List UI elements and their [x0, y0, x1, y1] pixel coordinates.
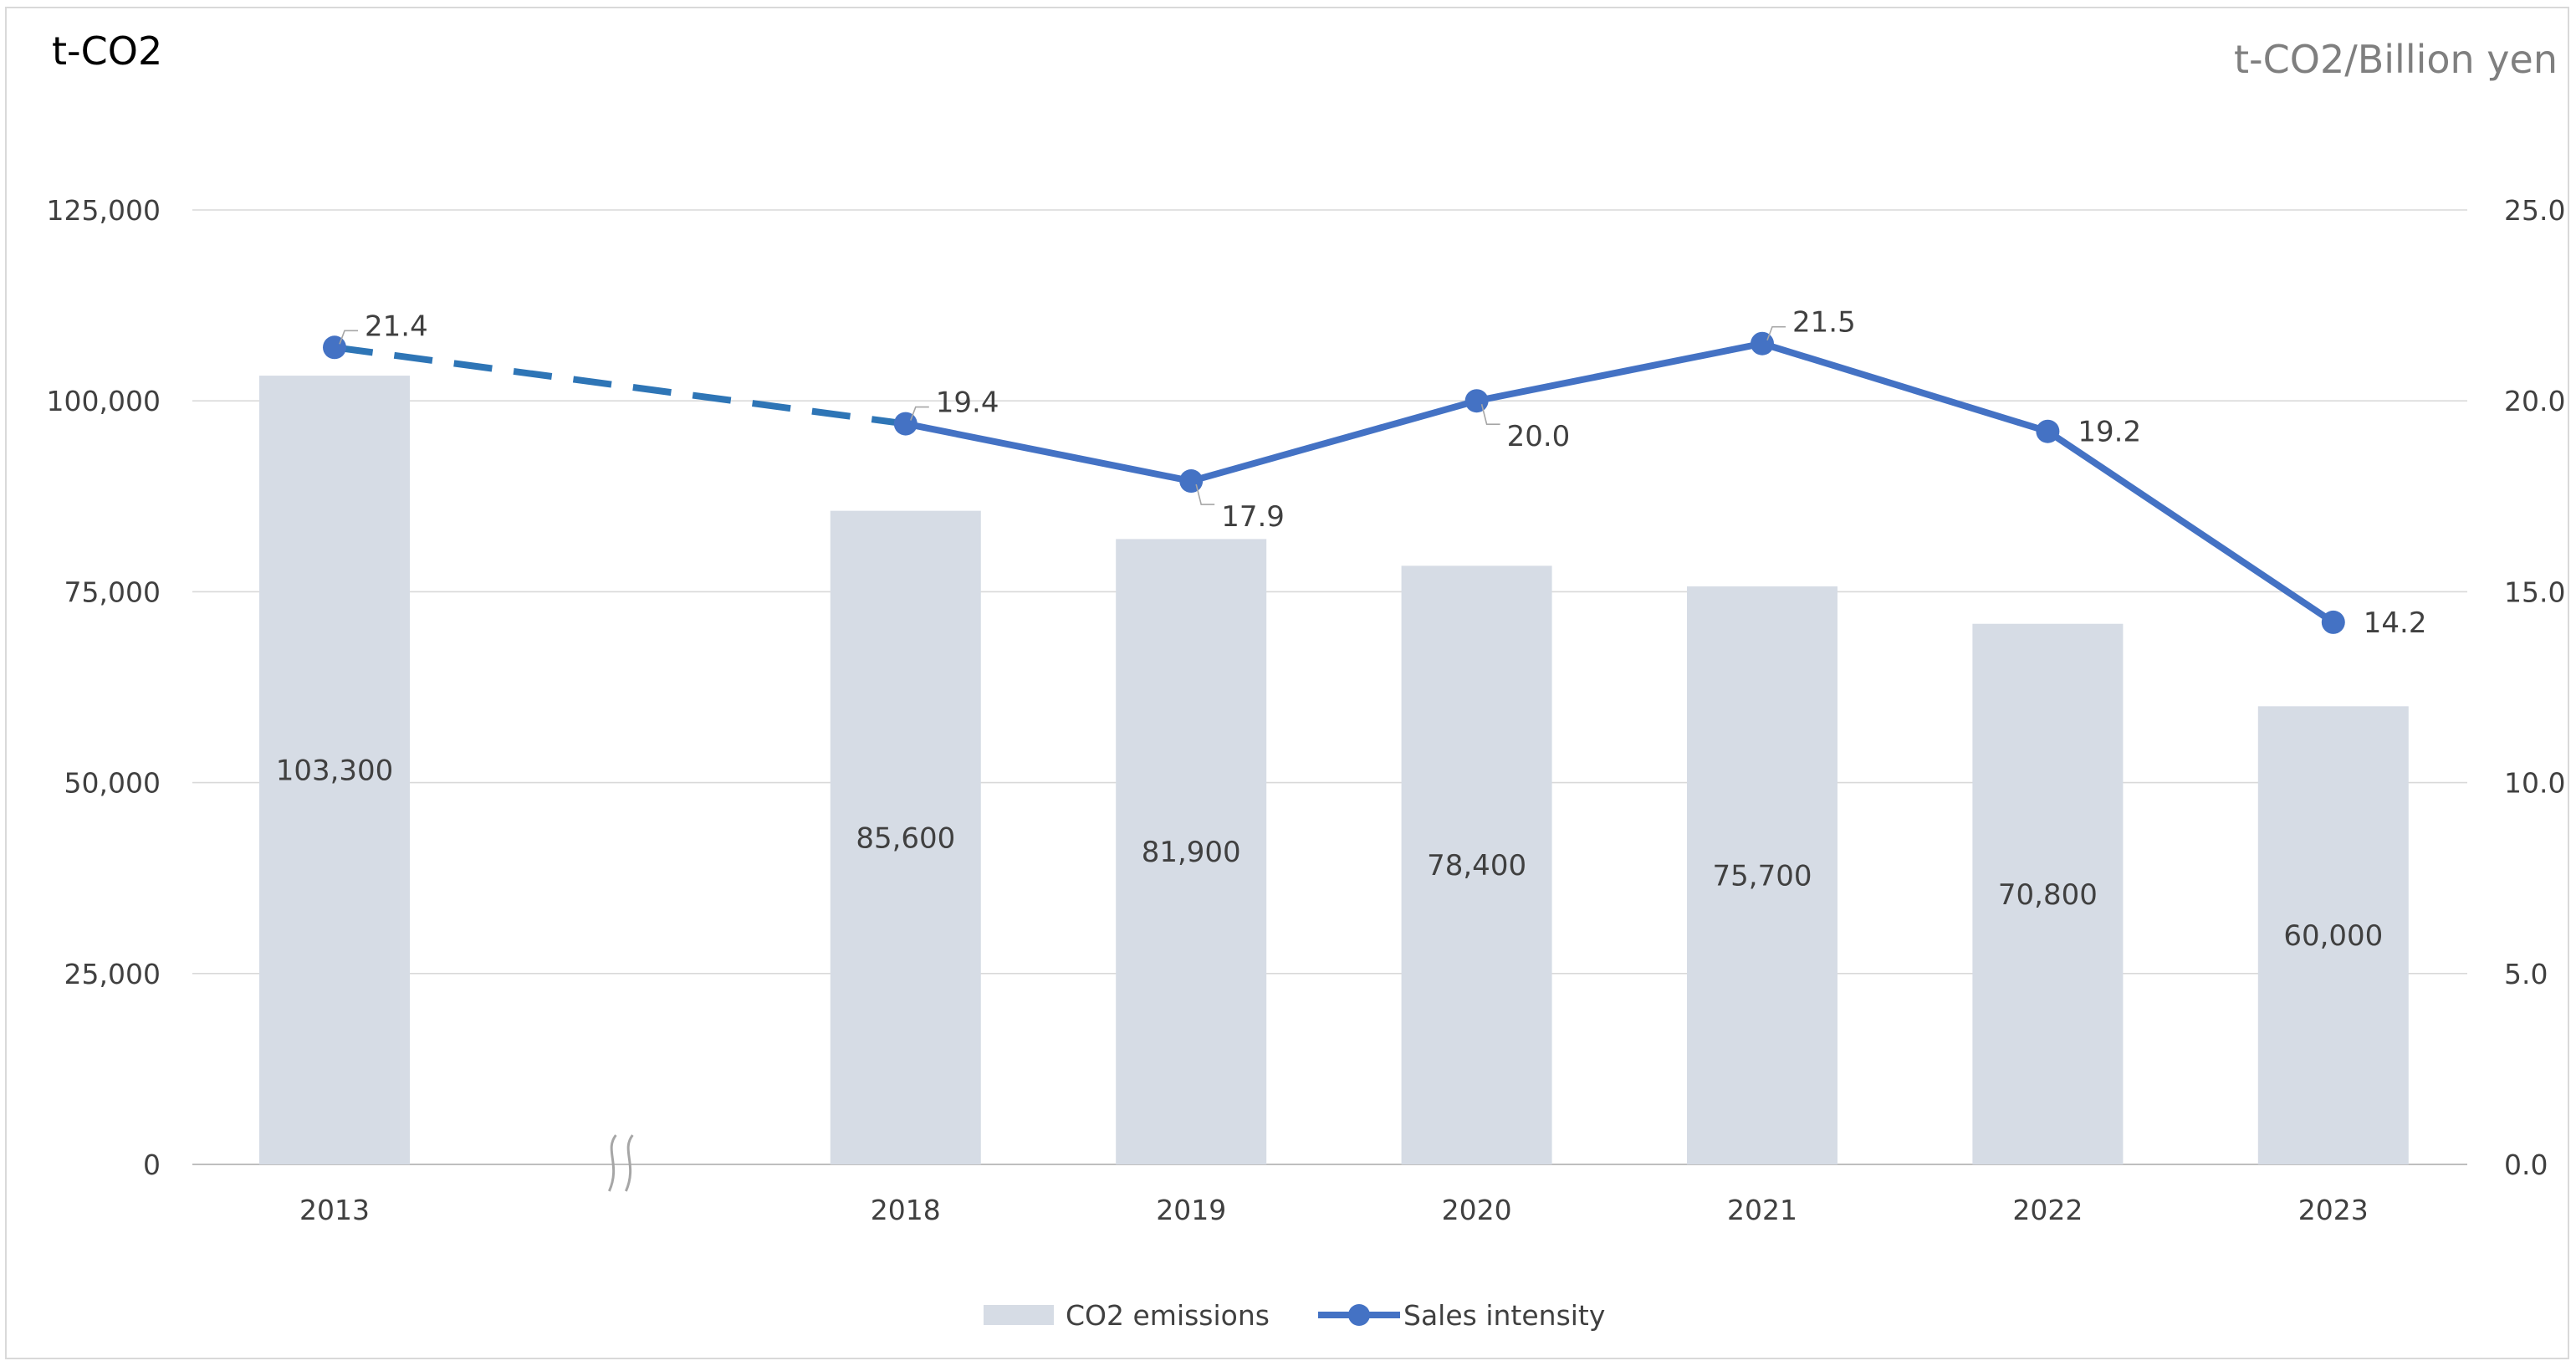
line-marker	[1179, 469, 1204, 494]
legend-label: Sales intensity	[1403, 1299, 1605, 1332]
bar-value-label: 78,400	[1427, 849, 1526, 883]
bar-value-label: 70,800	[1998, 878, 2098, 912]
bar-value-label: 60,000	[2283, 919, 2383, 953]
category-label: 2020	[1442, 1194, 1512, 1226]
bar	[2257, 706, 2409, 1164]
legend: CO2 emissions Sales intensity	[984, 1299, 1605, 1332]
bar-series	[259, 376, 2409, 1164]
line-path	[905, 340, 2336, 626]
bar	[259, 376, 410, 1164]
legend-swatch-bar	[984, 1305, 1054, 1325]
bar	[1401, 565, 1552, 1164]
line-marker	[1464, 389, 1489, 413]
left-tick-label: 100,000	[47, 385, 161, 417]
right-tick-label: 10.0	[2504, 767, 2565, 800]
left-tick-label: 75,000	[64, 576, 161, 608]
chart-frame	[5, 7, 2569, 1359]
leader-line	[1766, 325, 1786, 341]
right-tick-label: 25.0	[2504, 194, 2565, 227]
leader-line	[910, 406, 929, 421]
line-value-label: 20.0	[1507, 420, 1571, 453]
right-tick-label: 0.0	[2504, 1149, 2548, 1181]
left-tick-label: 0	[143, 1149, 161, 1181]
left-axis-unit: t-CO2	[52, 28, 162, 74]
category-label: 2021	[1727, 1194, 1797, 1226]
right-axis-unit: t-CO2/Billion yen	[2234, 37, 2558, 82]
right-tick-label: 20.0	[2504, 385, 2565, 417]
line-marker	[2321, 610, 2345, 634]
gridlines	[192, 209, 2467, 1165]
line-marker	[2036, 419, 2060, 443]
bar-value-label: 81,900	[1142, 836, 1241, 869]
line-marker	[893, 412, 917, 436]
bar	[1116, 539, 1267, 1164]
leader-line	[1480, 404, 1500, 426]
line-value-label: 19.4	[936, 386, 999, 420]
line-marker	[323, 335, 346, 360]
axes: t-CO2 t-CO2/Billion yen 0 25,000 50,000 75,…	[47, 28, 2566, 1226]
right-tick-label: 15.0	[2504, 576, 2565, 608]
line-series	[323, 331, 2345, 634]
left-tick-label: 25,000	[64, 958, 161, 990]
line-value-label: 17.9	[1221, 500, 1285, 534]
axis-break-mark	[625, 1134, 634, 1192]
line-value-label: 19.2	[2078, 416, 2141, 449]
category-label: 2019	[1156, 1194, 1226, 1226]
category-label: 2013	[299, 1194, 370, 1226]
category-label: 2022	[2012, 1194, 2083, 1226]
right-tick-label: 5.0	[2504, 958, 2548, 990]
line-dashed-segment	[334, 344, 907, 427]
data-labels: 103,300 85,600 81,900 78,400 75,700 70,800 60,…	[276, 306, 2427, 953]
axis-break-mark	[608, 1134, 617, 1192]
leader-line	[339, 330, 358, 345]
category-label: 2023	[2298, 1194, 2369, 1226]
bar	[830, 510, 981, 1164]
left-tick-label: 125,000	[47, 194, 161, 227]
line-value-label: 14.2	[2364, 606, 2427, 640]
bar-value-label: 85,600	[856, 821, 955, 855]
leader-line	[1195, 483, 1215, 505]
line-value-label: 21.5	[1792, 306, 1856, 340]
bar	[1687, 586, 1837, 1164]
line-marker	[1751, 331, 1774, 356]
left-tick-label: 50,000	[64, 767, 161, 800]
bar-value-label: 103,300	[276, 755, 394, 788]
legend-swatch-marker	[1348, 1304, 1370, 1326]
line-value-label: 21.4	[365, 310, 428, 343]
bar-value-label: 75,700	[1713, 860, 1812, 893]
bar	[1972, 623, 2124, 1164]
legend-label: CO2 emissions	[1066, 1299, 1270, 1332]
category-label: 2018	[871, 1194, 941, 1226]
